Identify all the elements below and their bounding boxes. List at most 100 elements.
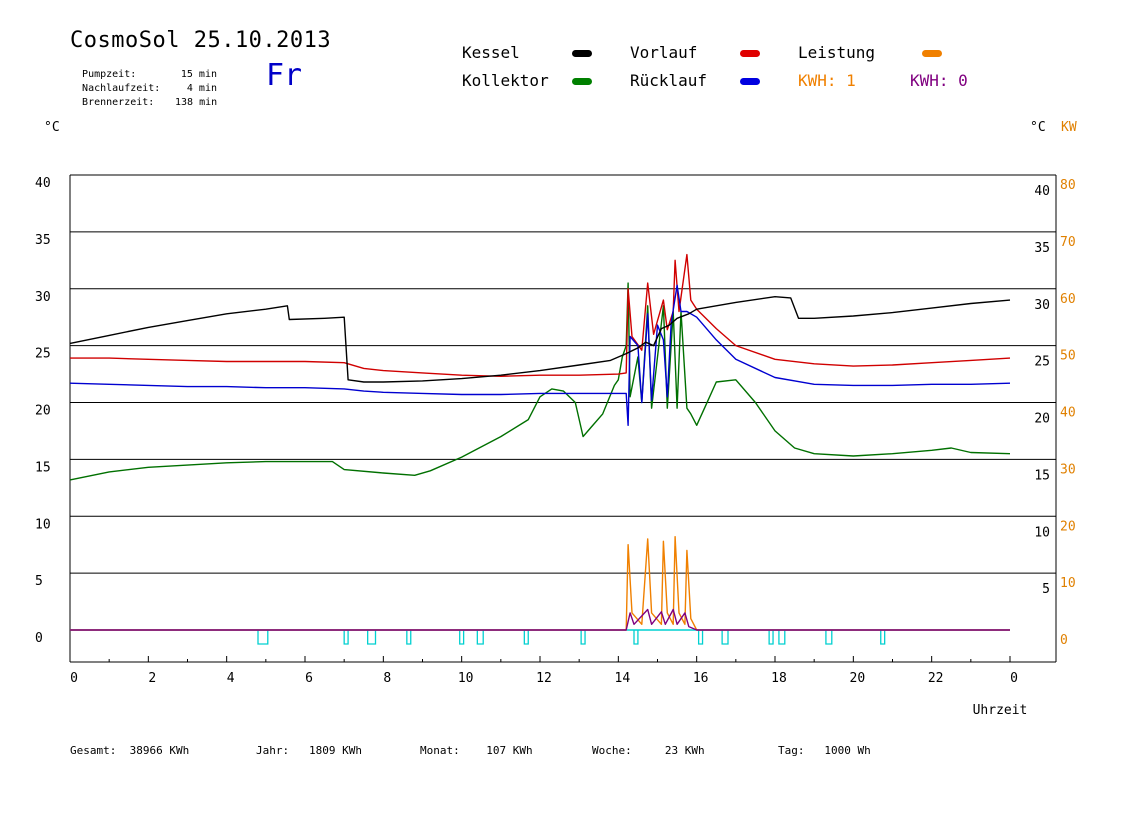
series-line-vorlauf bbox=[70, 253, 1011, 377]
y-tick-label: 0 bbox=[35, 631, 43, 646]
y2-tick-label: 20 bbox=[1060, 519, 1076, 534]
pump-pulse bbox=[768, 630, 774, 645]
y-tick-label: 15 bbox=[35, 460, 51, 475]
y2-tick-label: 40 bbox=[1060, 406, 1076, 421]
pump-pulse bbox=[721, 630, 729, 645]
y2-tick-label: 80 bbox=[1060, 178, 1076, 193]
pump-pulse bbox=[778, 630, 786, 645]
series-line-kessel bbox=[69, 296, 1011, 383]
info-brennerzeit: Brennerzeit: 138 min bbox=[70, 86, 217, 108]
footer-monat: Monat: 107 KWh bbox=[420, 744, 533, 757]
legend-leistung-label: Leistung bbox=[798, 43, 876, 62]
series-line-leistung bbox=[70, 536, 1010, 631]
legend-kwh1-label: KWH: 1 bbox=[798, 71, 856, 90]
legend-kessel-swatch bbox=[572, 50, 592, 57]
y-right-tick-label: 25 bbox=[1034, 355, 1050, 370]
series-line-r-cklauf bbox=[69, 284, 1011, 426]
x-tick-label: 6 bbox=[305, 671, 313, 686]
series-line-kollektor bbox=[69, 282, 1011, 481]
x-tick-label: 0 bbox=[1010, 671, 1018, 686]
x-tick-label: 14 bbox=[615, 671, 631, 686]
y2-tick-label: 70 bbox=[1060, 235, 1076, 250]
x-tick-label: 2 bbox=[148, 671, 156, 686]
y-right-tick-label: 35 bbox=[1034, 241, 1050, 256]
series-line-kwh-0 bbox=[70, 608, 1010, 631]
legend-kollektor-swatch bbox=[572, 78, 592, 85]
x-tick-label: 22 bbox=[928, 671, 944, 686]
y2-tick-label: 50 bbox=[1060, 349, 1076, 364]
legend-ruecklauf-swatch bbox=[740, 78, 760, 85]
y-right-tick-label: 30 bbox=[1034, 298, 1050, 313]
info-pumpzeit: Pumpzeit: 15 min bbox=[70, 58, 217, 80]
legend-vorlauf-swatch bbox=[740, 50, 760, 57]
footer-label: Jahr: bbox=[256, 744, 290, 757]
y-tick-label: 25 bbox=[35, 347, 51, 362]
pump-pulse bbox=[880, 630, 886, 645]
y2-tick-label: 10 bbox=[1060, 576, 1076, 591]
legend-kessel-label: Kessel bbox=[462, 43, 520, 62]
pump-pulse bbox=[476, 630, 484, 645]
y-tick-label: 30 bbox=[35, 290, 51, 305]
x-axis-title: Uhrzeit bbox=[973, 703, 1028, 718]
x-tick-label: 18 bbox=[771, 671, 787, 686]
legend-ruecklauf-label: Rücklauf bbox=[630, 71, 708, 90]
x-tick-label: 8 bbox=[383, 671, 391, 686]
y-tick-label: 20 bbox=[35, 404, 51, 419]
footer-value: 23 KWh bbox=[664, 744, 705, 757]
legend-leistung-swatch bbox=[922, 50, 942, 57]
footer-label: Tag: bbox=[778, 744, 805, 757]
pump-pulse bbox=[697, 630, 704, 645]
footer-value: 1809 KWh bbox=[309, 744, 362, 757]
footer-jahr: Jahr: 1809 KWh bbox=[256, 744, 362, 757]
pump-pulse bbox=[825, 630, 833, 645]
y2-tick-label: 30 bbox=[1060, 462, 1076, 477]
footer-tag: Tag: 1000 Wh bbox=[778, 744, 871, 757]
x-tick-label: 12 bbox=[536, 671, 552, 686]
power-axis-unit: KW bbox=[1061, 120, 1077, 135]
x-tick-label: 20 bbox=[850, 671, 866, 686]
pump-pulse bbox=[523, 630, 529, 645]
pump-pulse bbox=[406, 630, 412, 645]
info-value: 138 min bbox=[175, 97, 218, 108]
info-label: Brennerzeit: bbox=[82, 97, 155, 108]
x-tick-label: 10 bbox=[458, 671, 474, 686]
y-tick-label: 5 bbox=[35, 574, 43, 589]
footer-label: Woche: bbox=[592, 744, 632, 757]
x-tick-label: 4 bbox=[227, 671, 235, 686]
y-tick-label: 10 bbox=[35, 517, 51, 532]
info-value: 4 min bbox=[186, 83, 217, 94]
y-tick-label: 35 bbox=[35, 233, 51, 248]
footer-woche: Woche: 23 KWh bbox=[592, 744, 705, 757]
x-tick-label: 16 bbox=[693, 671, 709, 686]
footer-value: 1000 Wh bbox=[824, 744, 871, 757]
info-label: Nachlaufzeit: bbox=[82, 83, 161, 94]
y-right-tick-label: 40 bbox=[1034, 184, 1050, 199]
left-axis-unit: °C bbox=[44, 120, 60, 135]
pump-pulse bbox=[257, 630, 269, 645]
pump-pulse bbox=[633, 630, 639, 645]
y2-tick-label: 60 bbox=[1060, 292, 1076, 307]
footer-label: Monat: bbox=[420, 744, 460, 757]
footer-label: Gesamt: bbox=[70, 744, 117, 757]
footer-value: 38966 KWh bbox=[129, 744, 190, 757]
pump-pulse bbox=[580, 630, 586, 645]
y2-tick-label: 0 bbox=[1060, 633, 1068, 648]
y-right-tick-label: 20 bbox=[1034, 412, 1050, 427]
y-right-tick-label: 5 bbox=[1042, 582, 1050, 597]
legend-vorlauf-label: Vorlauf bbox=[630, 43, 698, 62]
y-right-tick-label: 10 bbox=[1034, 525, 1050, 540]
footer-gesamt: Gesamt: 38966 KWh bbox=[70, 744, 189, 757]
weekday-label: Fr bbox=[266, 58, 303, 93]
y-right-tick-label: 15 bbox=[1034, 468, 1050, 483]
info-value: 15 min bbox=[180, 69, 217, 80]
right-axis-unit: °C bbox=[1030, 120, 1046, 135]
pump-pulse bbox=[367, 630, 377, 645]
chart-title: CosmoSol 25.10.2013 bbox=[70, 28, 332, 53]
legend-kwh0-label: KWH: 0 bbox=[910, 71, 968, 90]
info-label: Pumpzeit: bbox=[82, 69, 137, 80]
pump-pulse bbox=[459, 630, 465, 645]
y-tick-label: 40 bbox=[35, 176, 51, 191]
x-tick-label: 0 bbox=[70, 671, 78, 686]
